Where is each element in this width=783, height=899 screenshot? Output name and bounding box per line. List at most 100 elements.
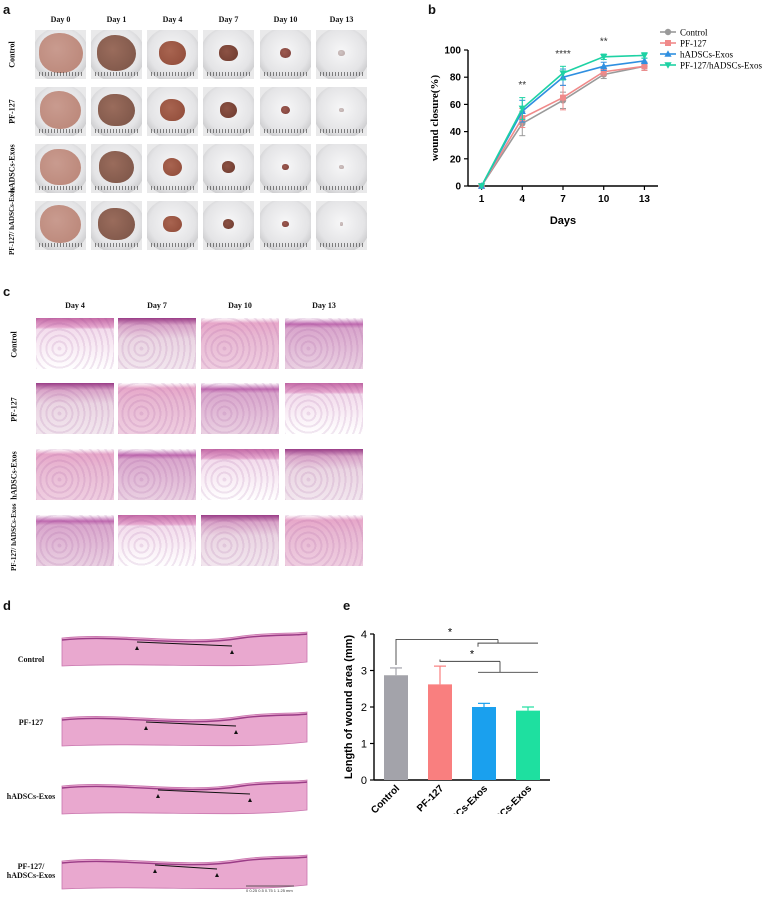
tissue-band (61, 854, 308, 890)
measuring-ruler (320, 72, 363, 76)
data-point (640, 57, 649, 64)
wound-photo (35, 201, 86, 250)
histology-image (201, 318, 279, 369)
wound-area (163, 215, 182, 233)
y-tick-label: 100 (444, 46, 461, 57)
measuring-ruler (151, 129, 194, 133)
wound-area (39, 91, 82, 129)
wound-length-bar-chart: 0 1 2 3 4 Length of wound area (mm) Control PF-… (343, 626, 550, 814)
data-point (560, 94, 566, 101)
histology-section (61, 854, 308, 890)
measuring-ruler (95, 72, 138, 76)
wound-area (281, 163, 289, 171)
wound-area (222, 161, 235, 173)
x-tick-label: 4 (520, 194, 526, 205)
epidermis-line (61, 713, 308, 723)
y-axis-title: wound closure(%) (429, 75, 441, 162)
epidermis-line (61, 633, 308, 643)
y-tick-label: 0 (455, 182, 461, 193)
x-tick-label: 13 (639, 194, 651, 205)
histology-image (201, 515, 279, 566)
histology-image (36, 383, 114, 434)
histology-image (285, 383, 363, 434)
y-tick-label: 20 (450, 154, 462, 165)
x-tick-label: 7 (560, 194, 566, 205)
wound-photo (316, 144, 367, 193)
group-row-label: PF-127/ hADSCs-Exos (6, 862, 56, 880)
wound-photo (91, 144, 142, 193)
day-column-header: Day 4 (162, 15, 183, 24)
wound-photo (260, 30, 311, 79)
tissue-texture (285, 383, 363, 434)
wound-area (40, 148, 81, 186)
wound-photo (147, 30, 198, 79)
panel-a-label: a (3, 2, 11, 17)
wound-area (338, 50, 345, 56)
day-column-header: Day 10 (273, 15, 298, 24)
y-tick-label: 60 (450, 100, 462, 111)
wound-photo (147, 144, 198, 193)
wound-area (162, 158, 183, 176)
wound-area (338, 107, 345, 113)
tissue-band (61, 631, 308, 667)
wound-area (223, 219, 234, 229)
arrow-head (234, 730, 238, 734)
tissue-texture (118, 449, 196, 500)
panel-d-label: d (3, 598, 11, 613)
measuring-ruler (39, 129, 82, 133)
significance-bracket (477, 639, 538, 647)
x-category-label: hADSCs-Exos (435, 783, 491, 814)
x-tick-label: 1 (479, 194, 485, 205)
bar (384, 675, 408, 780)
wound-area (98, 151, 135, 183)
y-axis-title: Length of wound area (mm) (343, 635, 355, 780)
wound-photo (316, 201, 367, 250)
y-tick-label: 0 (361, 775, 367, 787)
data-point (600, 68, 607, 75)
scale-bar (246, 885, 294, 887)
scale-bar-label: 0 0.25 0.5 0.75 1 1.25 mm (246, 888, 293, 893)
group-row-label: hADSCs-Exos (9, 451, 19, 500)
tissue-texture (36, 515, 114, 566)
y-tick-label: 4 (361, 629, 367, 641)
wound-photo (316, 87, 367, 136)
wound-length-line (157, 789, 251, 795)
measuring-ruler (207, 186, 250, 190)
histology-image (36, 515, 114, 566)
legend-label: PF-127 (680, 39, 707, 49)
day-column-header: Day 1 (106, 15, 127, 24)
wound-area (98, 93, 135, 127)
histology-image (118, 318, 196, 369)
wound-length-line (136, 641, 233, 647)
panel-c-label: c (3, 284, 11, 299)
bar (472, 707, 496, 780)
wound-area (219, 44, 238, 62)
wound-length-line (154, 864, 218, 870)
histology-image (285, 318, 363, 369)
wound-area (282, 221, 289, 227)
histology-image (118, 515, 196, 566)
day-column-header: Day 13 (312, 301, 336, 310)
x-category-label: Control (369, 783, 402, 814)
tissue-texture (285, 318, 363, 369)
histology-image (201, 449, 279, 500)
day-column-header: Day 10 (228, 301, 252, 310)
data-point (640, 52, 649, 60)
day-column-header: Day 4 (65, 301, 85, 310)
histology-section (61, 711, 308, 747)
wound-area (159, 41, 186, 65)
tissue-texture (201, 383, 279, 434)
epidermis-line (61, 781, 308, 791)
day-column-header: Day 7 (218, 15, 239, 24)
bar (428, 684, 452, 780)
day-column-header: Day 7 (147, 301, 167, 310)
significance-marker: **** (555, 49, 571, 60)
wound-photo (91, 30, 142, 79)
legend-entry: Control (660, 28, 708, 38)
arrow-head (215, 873, 219, 877)
data-point (477, 183, 486, 190)
measuring-ruler (207, 129, 250, 133)
wound-photo (260, 144, 311, 193)
group-row-label: PF-127 (18, 718, 44, 727)
measuring-ruler (207, 72, 250, 76)
